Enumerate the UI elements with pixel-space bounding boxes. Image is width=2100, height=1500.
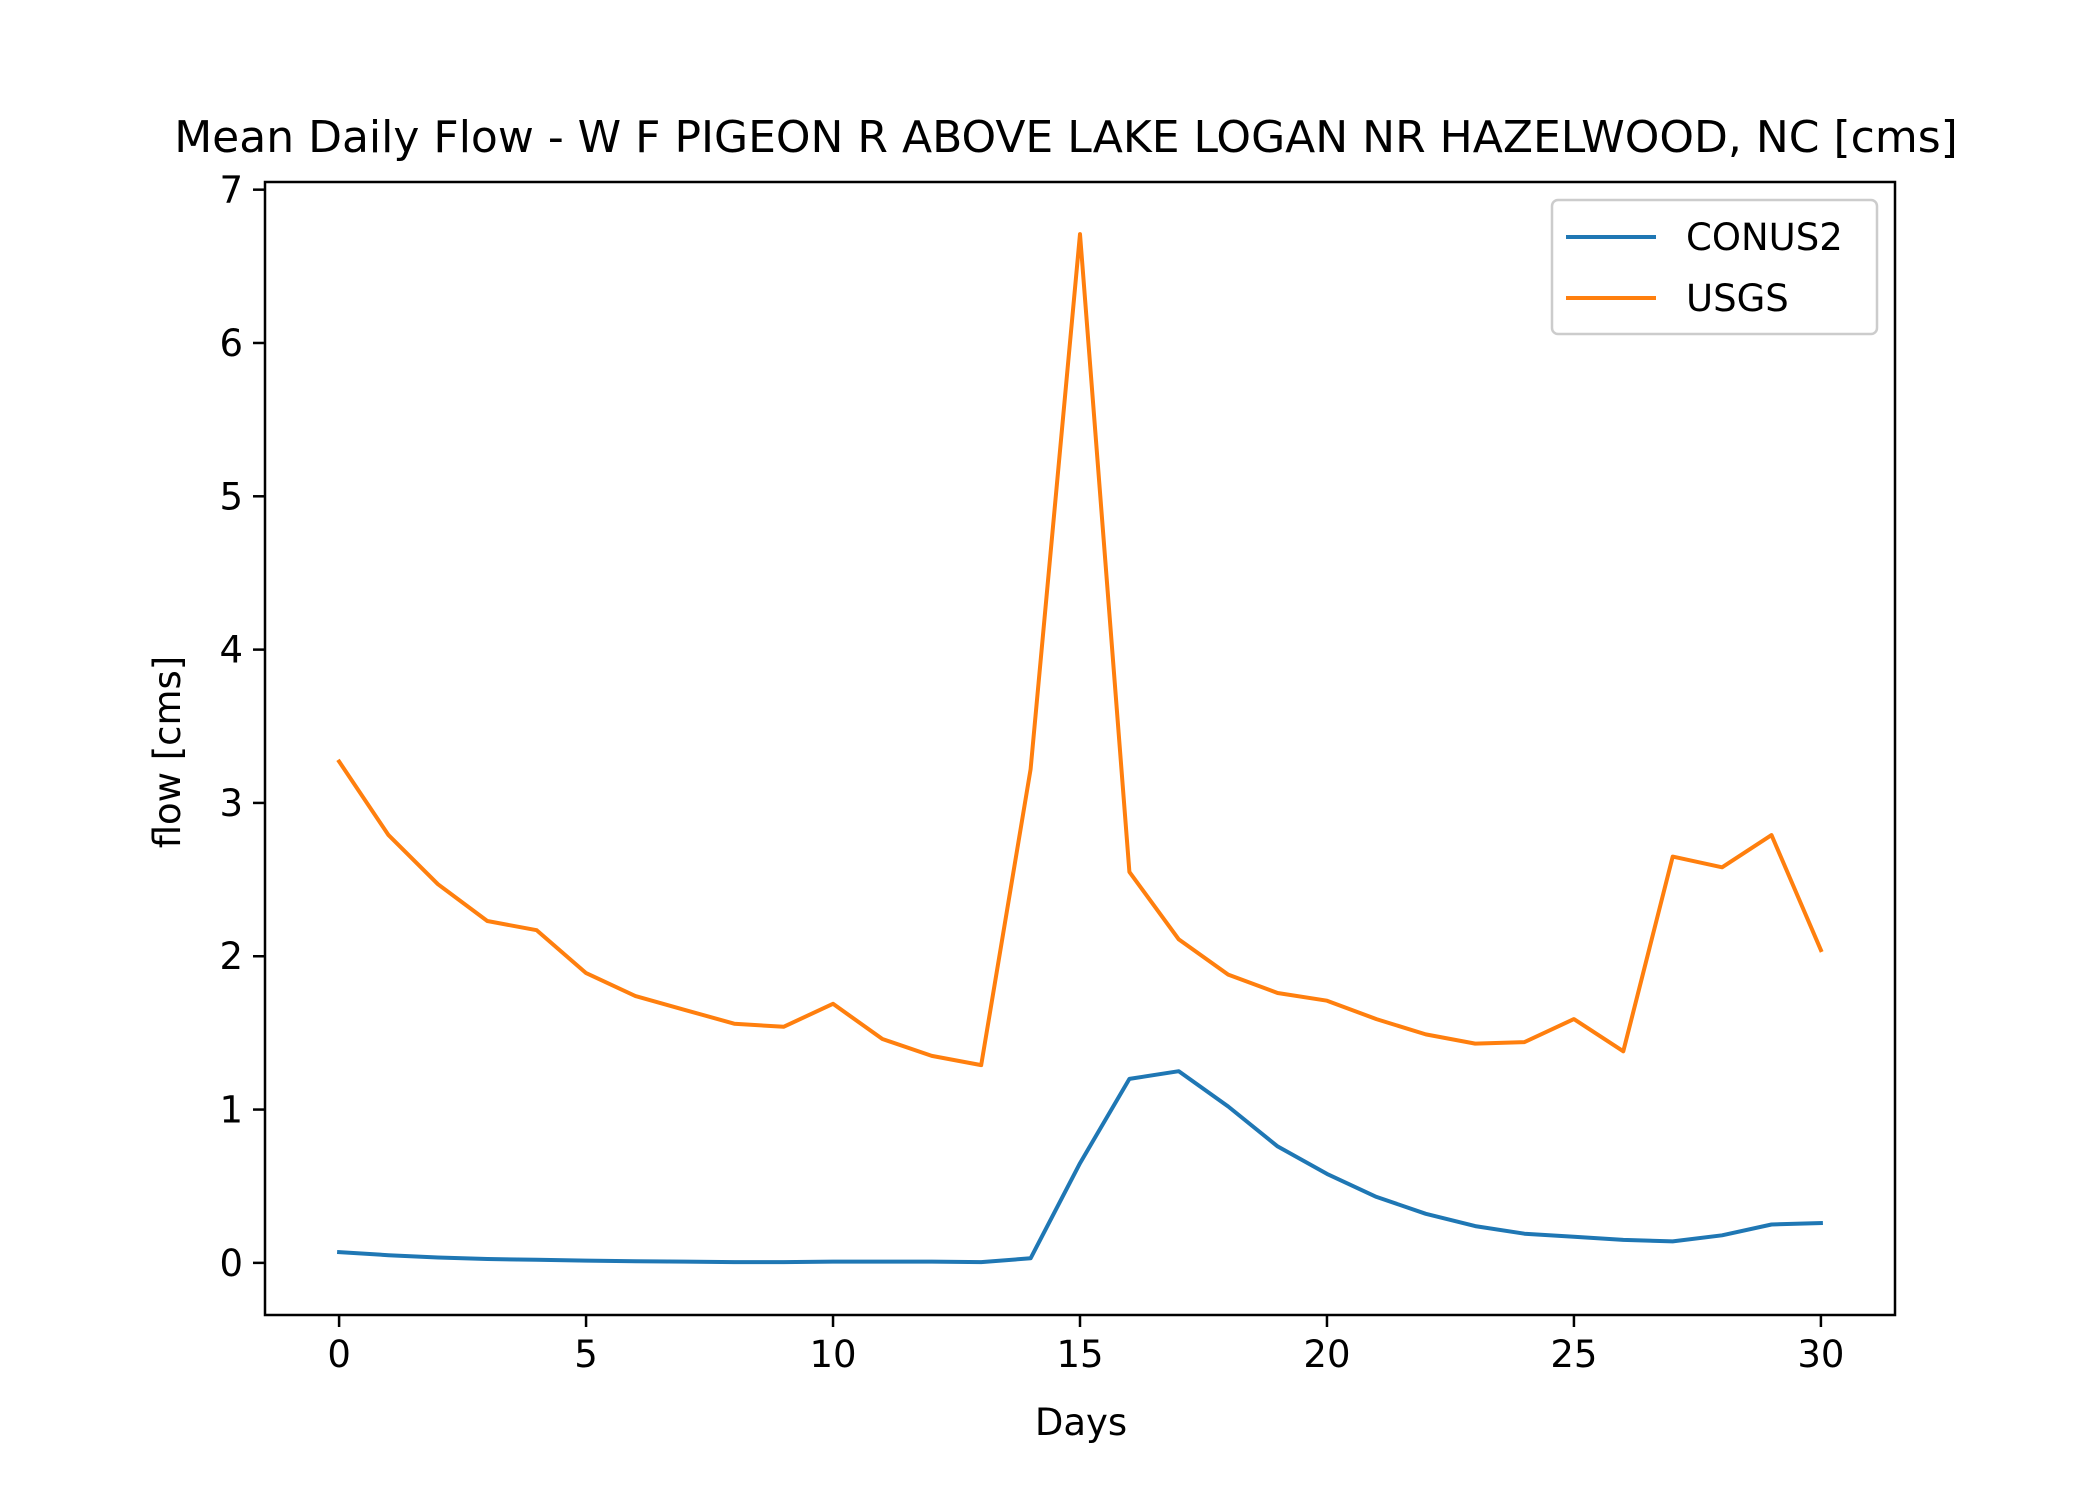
y-tick-label: 3 (219, 782, 243, 825)
y-tick-label: 7 (219, 169, 243, 212)
y-tick-label: 5 (219, 475, 243, 518)
legend: CONUS2 USGS (1550, 198, 1879, 336)
x-axis-label: Days (1035, 1401, 1127, 1444)
plot-area (336, 232, 1824, 1265)
legend-box (1550, 198, 1879, 336)
series-line-usgs (336, 232, 1824, 1068)
x-tick-label: 0 (327, 1333, 351, 1376)
chart-title: Mean Daily Flow - W F PIGEON R ABOVE LAK… (174, 112, 1958, 163)
legend-label-conus2: CONUS2 (1686, 216, 1843, 259)
y-tick-label: 0 (219, 1242, 243, 1285)
x-tick-label: 5 (574, 1333, 598, 1376)
y-tick-label: 1 (219, 1089, 243, 1132)
y-tick-label: 6 (219, 322, 243, 365)
x-tick-label: 15 (1056, 1333, 1103, 1376)
series-line-conus2 (336, 1069, 1823, 1265)
x-tick-label: 25 (1550, 1333, 1597, 1376)
y-tick-label: 4 (219, 629, 243, 672)
y-axis-label: flow [cms] (146, 656, 189, 849)
y-tick-label: 2 (219, 935, 243, 978)
axes: 0 5 10 15 20 25 30 0 1 2 3 4 5 6 7 (219, 169, 1897, 1376)
x-tick-label: 30 (1797, 1333, 1844, 1376)
x-tick-label: 10 (809, 1333, 856, 1376)
x-tick-label: 20 (1303, 1333, 1350, 1376)
legend-label-usgs: USGS (1686, 277, 1789, 320)
